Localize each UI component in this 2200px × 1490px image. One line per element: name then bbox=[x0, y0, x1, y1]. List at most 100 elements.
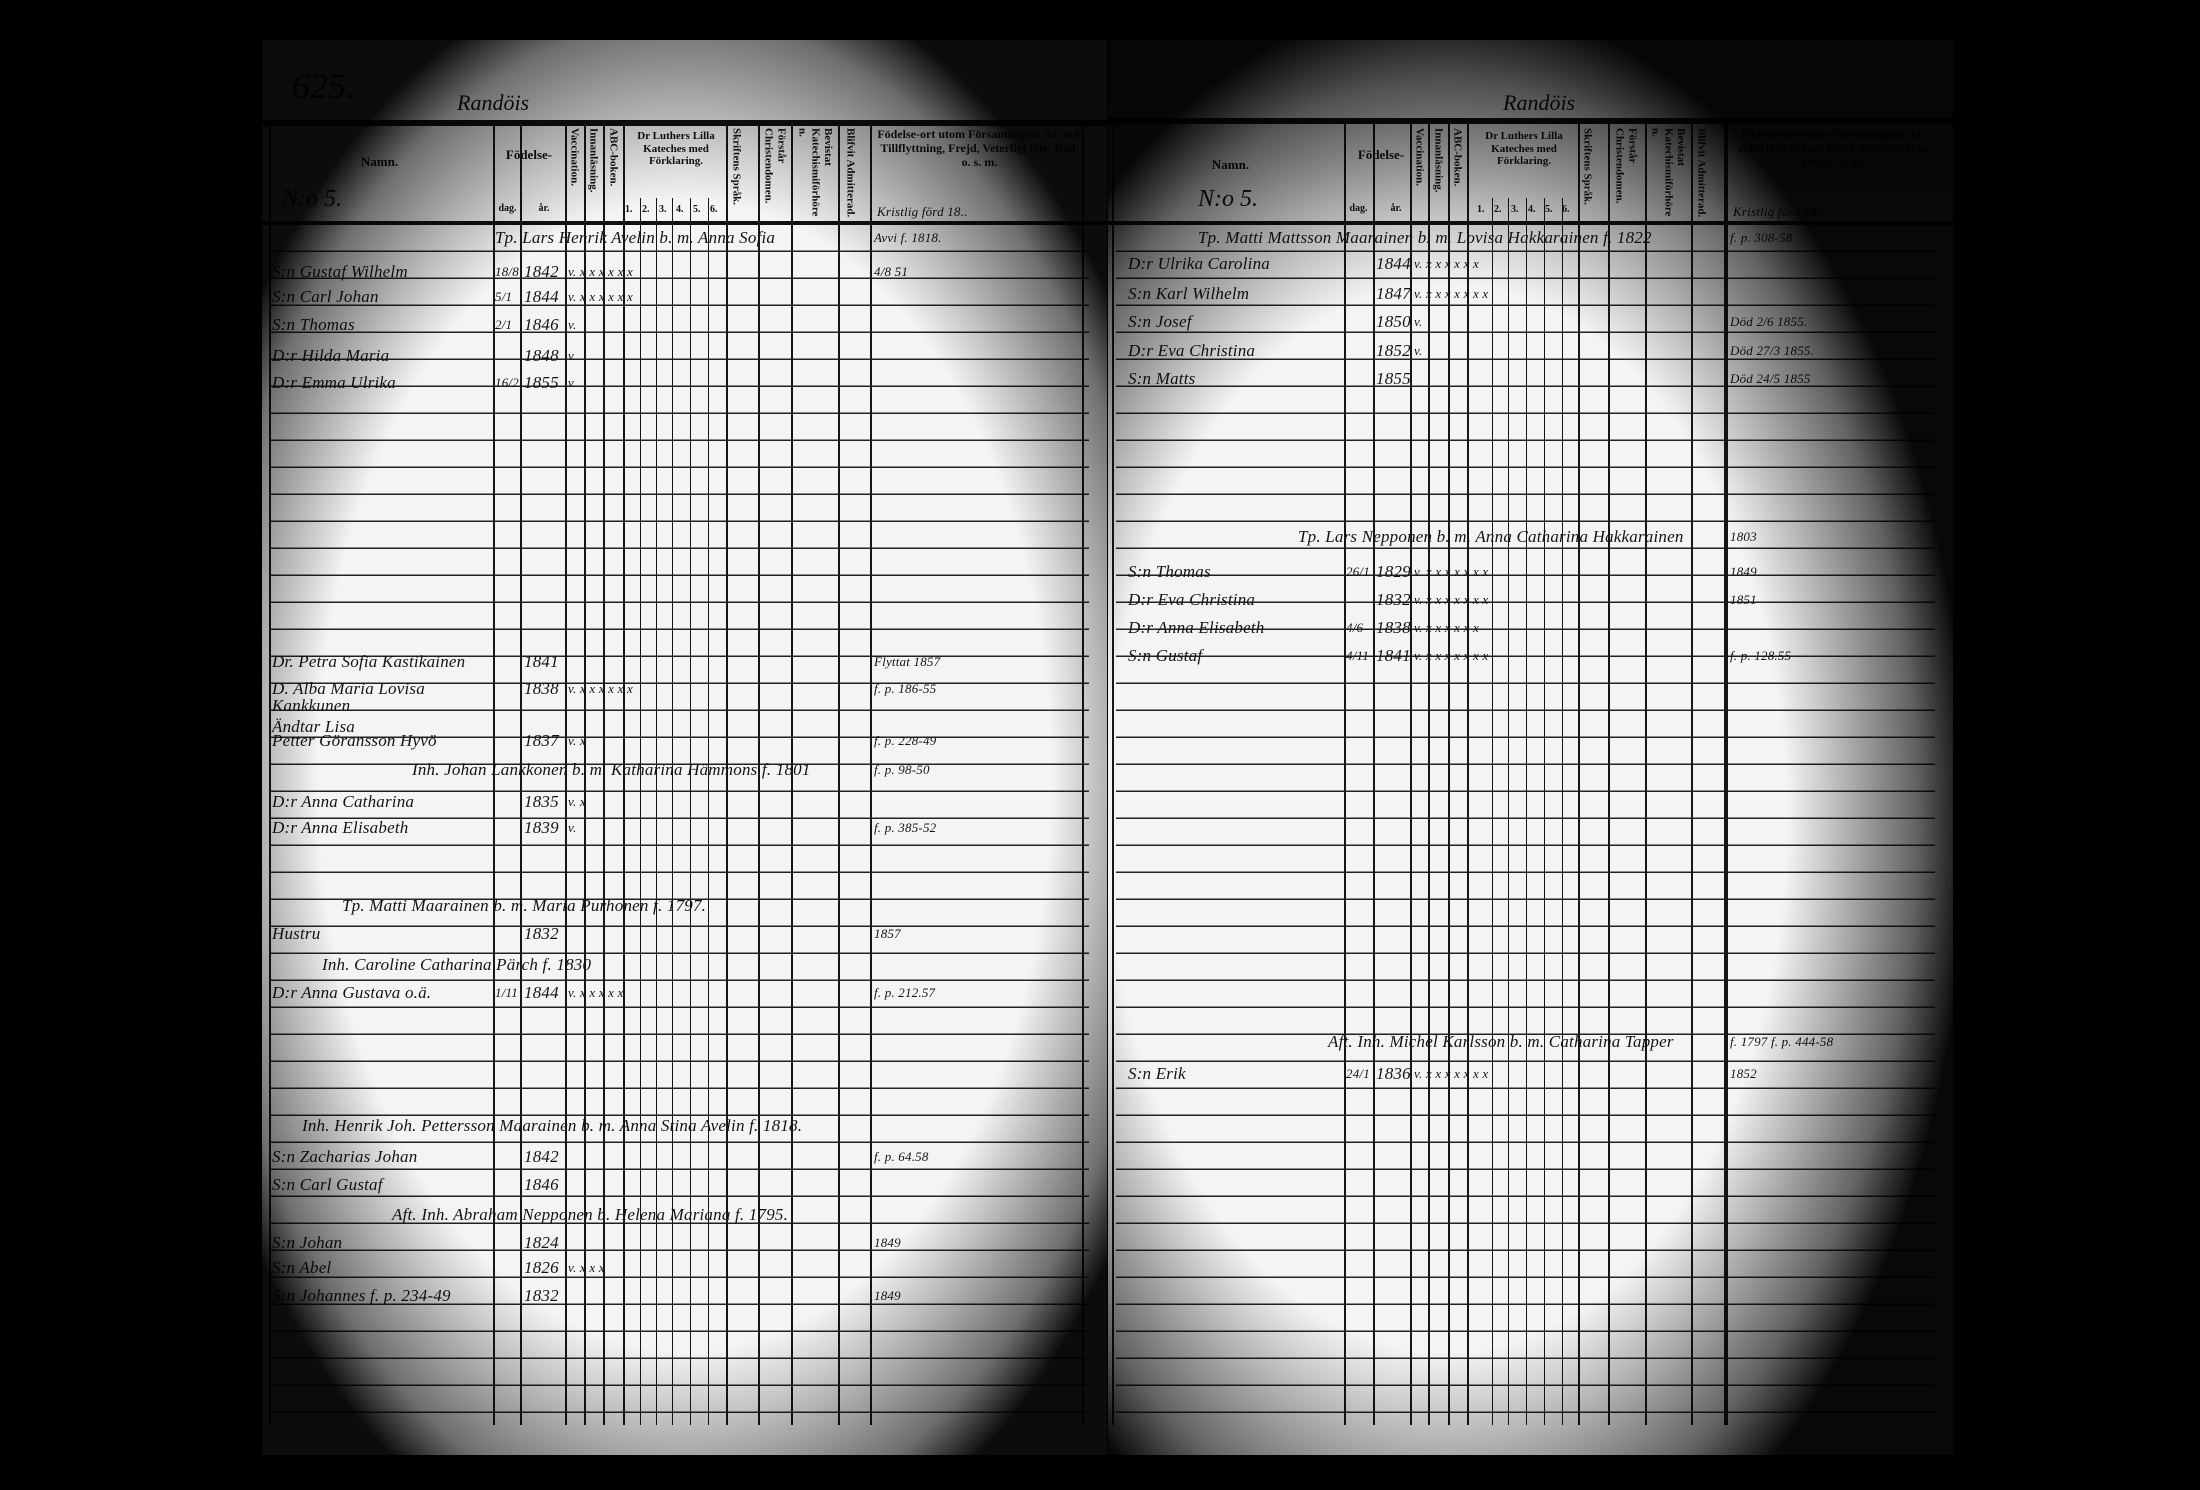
remarks-entry: 1849 bbox=[874, 1288, 901, 1303]
catechism-marks: v. x x x x x x x bbox=[1414, 564, 1489, 579]
person-name: D:r Anna Elisabeth bbox=[1128, 618, 1265, 637]
column-rule bbox=[1526, 198, 1527, 1425]
birth-day: 5/1 bbox=[495, 289, 513, 304]
birth-year: 1847 bbox=[1376, 284, 1411, 303]
column-rule bbox=[838, 122, 840, 1425]
skrift-header: Skriftens Språk. bbox=[1581, 128, 1594, 206]
birth-year: 1848 bbox=[524, 346, 559, 365]
abc-header: ABC-boken. bbox=[1451, 128, 1464, 187]
household-head-entry: Inh. Johan Lankkonen b. m. Katharina Häm… bbox=[412, 760, 811, 779]
inmalning-header: Innanläsning. bbox=[1432, 128, 1445, 193]
household-head-entry: Tp. Matti Mattsson Maarainen b. m. Lovis… bbox=[1198, 228, 1652, 247]
birth-year: 1850 bbox=[1376, 312, 1411, 331]
name-header: Namn. bbox=[1211, 157, 1250, 172]
person-name: D:r Anna Catharina bbox=[272, 792, 415, 811]
household-head-entry: Aft. Inh. Abraham Nepponen b. Helena Mar… bbox=[392, 1205, 789, 1224]
catechism-marks: v. bbox=[568, 375, 577, 390]
catechism-marks: v. x x x x x x x bbox=[1414, 592, 1489, 607]
birth-year: 1841 bbox=[1376, 646, 1411, 665]
household-number: N:o 5. bbox=[282, 186, 342, 212]
remarks-entry: f. p. 186-55 bbox=[874, 681, 937, 696]
household-head-entry: Inh. Henrik Joh. Pettersson Maarainen b.… bbox=[302, 1116, 803, 1135]
column-rule bbox=[1578, 122, 1580, 1425]
remarks-entry: f. 1797 f. p. 444-58 bbox=[1730, 1034, 1834, 1049]
column-rule bbox=[870, 122, 872, 1425]
page-number: 625. bbox=[292, 66, 355, 106]
remarks-entry: f. p. 228-49 bbox=[874, 733, 937, 748]
column-rule bbox=[1112, 122, 1114, 1425]
luther-column-number: 6. bbox=[1562, 204, 1570, 215]
column-rule bbox=[1373, 122, 1375, 1425]
left-register-page: 625. Randöis Namn. N:o 5. Födelse- dag. … bbox=[262, 40, 1107, 1455]
person-name: Hustru bbox=[272, 924, 321, 943]
inmalning-header: Innanläsning. bbox=[587, 128, 600, 193]
column-rule bbox=[1691, 122, 1693, 1425]
column-rule bbox=[656, 198, 657, 1425]
birth-year: 1829 bbox=[1376, 562, 1411, 581]
birth-year: 1841 bbox=[524, 652, 559, 671]
person-name: S:n Abel bbox=[272, 1258, 332, 1277]
catechism-marks: v. x x x x x x x bbox=[1414, 286, 1489, 301]
birth-year: 1832 bbox=[524, 924, 559, 943]
birth-day: 2/1 bbox=[495, 317, 513, 332]
luther-column-number: 6. bbox=[710, 204, 718, 215]
person-name: D:r Anna Elisabeth bbox=[272, 818, 409, 837]
birth-day: 18/8 bbox=[495, 264, 519, 279]
catechism-marks: v. x x x x x x bbox=[1414, 256, 1479, 271]
remarks-entry: f. p. 128.55 bbox=[1730, 648, 1792, 663]
household-head-entry: Tp. Lars Henrik Avelin b. m. Anna Sofia bbox=[495, 228, 776, 247]
remarks-entry: 1803 bbox=[1730, 529, 1757, 544]
birth-day: 4/11 bbox=[1346, 648, 1369, 663]
forstar-header: Förstår Christendomen. bbox=[762, 128, 788, 204]
household-head-entry: Tp. Lars Nepponen b. m. Anna Catharina H… bbox=[1298, 527, 1684, 546]
birth-year: 1844 bbox=[1376, 254, 1411, 273]
catechism-marks: v. x bbox=[568, 733, 586, 748]
luther-column-number: 2. bbox=[1494, 204, 1502, 215]
birth-year: 1852 bbox=[1376, 341, 1411, 360]
bevistat-header: Bevistat Katechismiförhören. bbox=[1649, 128, 1687, 217]
year-header: år. bbox=[538, 203, 550, 214]
person-name: D:r Anna Gustava o.ä. bbox=[272, 983, 432, 1002]
remarks-note: Kristlig förd 18.. bbox=[1733, 204, 1824, 219]
skrift-header: Skriftens Språk. bbox=[730, 128, 743, 206]
column-rule bbox=[672, 198, 673, 1425]
parish-village-name: Randöis bbox=[457, 90, 530, 115]
luther-column-number: 5. bbox=[693, 204, 701, 215]
remarks-entry: f. p. 98-50 bbox=[874, 762, 930, 777]
remarks-entry: Död 27/3 1855. bbox=[1730, 343, 1815, 358]
birth-year: 1838 bbox=[1376, 618, 1411, 637]
blifvit-header: Blifvit Admitterad. bbox=[844, 128, 857, 218]
person-name: D:r Ulrika Carolina bbox=[1128, 254, 1271, 273]
catechism-marks: v. x x x x x x bbox=[568, 264, 633, 279]
birth-year: 1835 bbox=[524, 792, 559, 811]
column-rule bbox=[1082, 122, 1084, 1425]
remarks-entry: Död 2/6 1855. bbox=[1730, 314, 1808, 329]
birth-year: 1832 bbox=[1376, 590, 1411, 609]
household-head-entry: Aft. Inh. Michel Karlsson b. m. Catharin… bbox=[1328, 1032, 1674, 1051]
vaccination-header: Vaccination. bbox=[1413, 128, 1426, 186]
remarks-entry: f. p. 385-52 bbox=[874, 820, 937, 835]
birth-header: Födelse- bbox=[1357, 147, 1405, 162]
birth-year: 1842 bbox=[524, 262, 559, 281]
birth-header: Födelse- bbox=[505, 147, 553, 162]
luther-column-number: 1. bbox=[1477, 204, 1485, 215]
remarks-entry: 1851 bbox=[1730, 592, 1757, 607]
luther-catechism-header: Dr Luthers Lilla Kateches med Förklaring… bbox=[637, 130, 715, 168]
remarks-entry: 1852 bbox=[1730, 1066, 1757, 1081]
bevistat-header: Bevistat Katechismiförhören. bbox=[796, 128, 834, 217]
birth-year: 1846 bbox=[524, 315, 559, 334]
column-rule bbox=[1492, 198, 1493, 1425]
catechism-marks: v. x x x bbox=[568, 1260, 605, 1275]
luther-column-number: 1. bbox=[625, 204, 633, 215]
catechism-marks: v. x bbox=[568, 794, 586, 809]
luther-column-number: 4. bbox=[676, 204, 684, 215]
vaccination-header: Vaccination. bbox=[568, 128, 581, 186]
header-bottom-rule bbox=[262, 221, 1107, 225]
header-top-rule bbox=[262, 120, 1107, 126]
remarks-entry: Död 24/5 1855 bbox=[1730, 371, 1811, 386]
luther-catechism-header: Dr Luthers Lilla Kateches med Förklaring… bbox=[1485, 130, 1563, 168]
person-name: S:n Carl Johan bbox=[272, 287, 379, 306]
person-name: Petter Göransson Hyvö bbox=[272, 731, 437, 750]
column-rule bbox=[1608, 122, 1610, 1425]
catechism-marks: v. bbox=[568, 348, 577, 363]
